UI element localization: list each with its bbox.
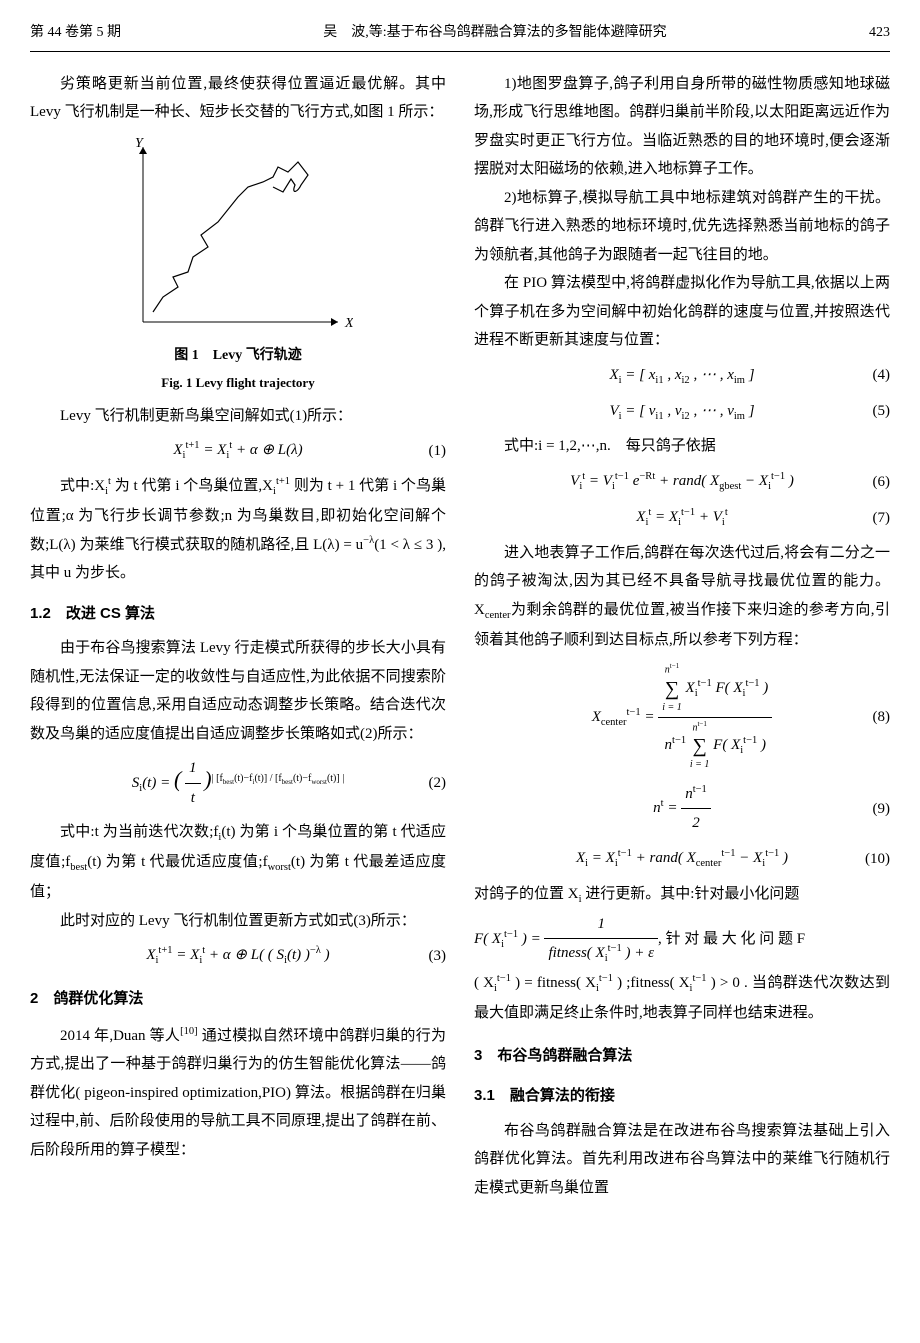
equation-1: Xit+1 = Xit + α ⊕ L(λ) (1) <box>30 436 446 466</box>
equation-6: Vit = Vit−1 e−Rt + rand( Xgbest − Xit−1 … <box>474 467 890 497</box>
para-11: 式中:i = 1,2,⋯,n. 每只鸽子依据 <box>474 432 890 461</box>
section-2: 2 鸽群优化算法 <box>30 985 446 1014</box>
para-7: 2014 年,Duan 等人[10] 通过模拟自然环境中鸽群归巢的行为方式,提出… <box>30 1022 446 1165</box>
para-14: 布谷鸟鸽群融合算法是在改进布谷鸟搜索算法基础上引入鸽群优化算法。首先利用改进布谷… <box>474 1117 890 1203</box>
equation-2: Si(t) = ( 1 t )| [fbest(t)−fi(t)] / [fbe… <box>30 754 446 812</box>
axis-x-label: X <box>344 316 353 331</box>
header-center: 吴 波,等:基于布谷鸟鸽群融合算法的多智能体避障研究 <box>323 20 666 47</box>
para-13b: F( Xit−1 ) = 1 fitness( Xit−1 ) + ε , 针 … <box>474 910 890 969</box>
equation-7: Xit = Xit−1 + Vit (7) <box>474 503 890 533</box>
section-3: 3 布谷鸟鸽群融合算法 <box>474 1042 890 1071</box>
para-12: 进入地表算子工作后,鸽群在每次迭代过后,将会有二分之一的鸽子被淘汰,因为其已经不… <box>474 539 890 654</box>
eq3-num: (3) <box>429 942 447 971</box>
equation-4: Xi = [ xi1 , xi2 , ⋯ , xim ] (4) <box>474 361 890 391</box>
para-3: 式中:Xit 为 t 代第 i 个鸟巢位置,Xit+1 则为 t + 1 代第 … <box>30 472 446 587</box>
equation-8: Xcentert−1 = nt−1∑i = 1 Xit−1 F( Xit−1 )… <box>474 660 890 774</box>
fig1-caption-cn: 图 1 Levy 飞行轨迹 <box>30 343 446 370</box>
para-13c: ( Xit−1 ) = fitness( Xit−1 ) ;fitness( X… <box>474 969 890 1027</box>
para-5: 式中:t 为当前迭代次数;fi(t) 为第 i 个鸟巢位置的第 t 代适应度值;… <box>30 818 446 906</box>
para-10: 在 PIO 算法模型中,将鸽群虚拟化作为导航工具,依据以上两个算子机在多为空间解… <box>474 269 890 355</box>
header-right: 423 <box>869 20 890 47</box>
levy-trajectory <box>153 162 308 312</box>
figure-1: X Y 图 1 Levy 飞行轨迹 Fig. 1 Levy flight tra… <box>30 137 446 396</box>
section-3-1: 3.1 融合算法的衔接 <box>474 1082 890 1111</box>
para-6: 此时对应的 Levy 飞行机制位置更新方式如式(3)所示： <box>30 907 446 936</box>
para-4: 由于布谷鸟搜索算法 Levy 行走模式所获得的步长大小具有随机性,无法保证一定的… <box>30 634 446 748</box>
equation-10: Xi = Xit−1 + rand( Xcentert−1 − Xit−1 ) … <box>474 844 890 874</box>
header-left: 第 44 卷第 5 期 <box>30 20 121 47</box>
eq1-num: (1) <box>429 437 447 466</box>
fig1-caption-en: Fig. 1 Levy flight trajectory <box>30 371 446 396</box>
eq1-body: Xit+1 = Xit + α ⊕ L(λ) <box>30 436 446 466</box>
equation-3: Xit+1 = Xit + α ⊕ L( ( Si(t) )−λ ) (3) <box>30 941 446 971</box>
para-8: 1)地图罗盘算子,鸽子利用自身所带的磁性物质感知地球磁场,形成飞行思维地图。鸽群… <box>474 70 890 184</box>
eq2-num: (2) <box>429 769 447 798</box>
equation-9: nt = nt−1 2 (9) <box>474 780 890 838</box>
para-2: Levy 飞行机制更新鸟巢空间解如式(1)所示： <box>30 402 446 431</box>
para-13a: 对鸽子的位置 Xi 进行更新。其中:针对最小化问题 <box>474 880 890 910</box>
equation-5: Vi = [ vi1 , vi2 , ⋯ , vim ] (5) <box>474 397 890 427</box>
body-columns: 劣策略更新当前位置,最终使获得位置逼近最优解。其中 Levy 飞行机制是一种长、… <box>30 70 890 1203</box>
section-1-2: 1.2 改进 CS 算法 <box>30 600 446 629</box>
para-1: 劣策略更新当前位置,最终使获得位置逼近最优解。其中 Levy 飞行机制是一种长、… <box>30 70 446 127</box>
page-header: 第 44 卷第 5 期 吴 波,等:基于布谷鸟鸽群融合算法的多智能体避障研究 4… <box>30 20 890 52</box>
levy-flight-plot: X Y <box>123 137 353 337</box>
para-9: 2)地标算子,模拟导航工具中地标建筑对鸽群产生的干扰。鸽群飞行进入熟悉的地标环境… <box>474 184 890 270</box>
